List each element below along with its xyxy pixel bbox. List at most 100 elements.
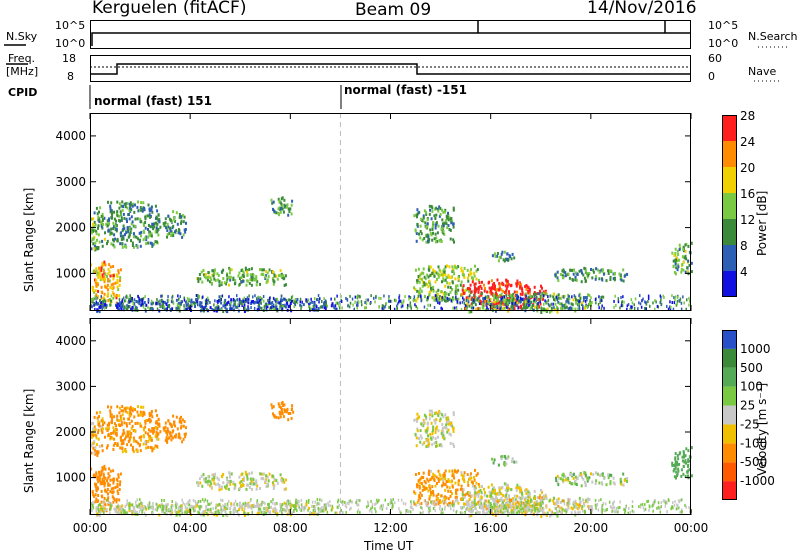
scatter-cell [103,421,106,425]
scatter-cell [418,280,421,284]
scatter-cell [544,291,547,295]
scatter-cell [554,298,557,302]
scatter-cell [109,437,112,441]
scatter-cell [475,511,477,515]
scatter-cell [676,461,679,465]
noise-cell [597,303,600,306]
scatter-cell [157,432,160,436]
scatter-cell [495,288,498,292]
scatter-cell [115,507,117,511]
noise-cell [435,297,438,301]
scatter-cell [675,470,678,474]
scatter-cell [259,282,261,286]
scatter-cell [685,447,688,451]
scatter-cell [433,500,436,504]
scatter-cell [136,244,139,248]
noise-cell [527,305,529,309]
noise-cell [563,294,566,298]
scatter-cell [311,308,314,312]
scatter-cell [502,303,505,307]
scatter-cell [455,470,458,474]
noise-cell [410,306,412,310]
scatter-cell [97,499,100,503]
scatter-cell [575,298,577,302]
scatter-cell [167,305,169,309]
noise-cell [236,298,239,302]
scatter-cell [158,218,161,222]
scatter-cell [479,504,482,508]
scatter-cell [130,412,133,416]
scatter-cell [115,273,118,277]
noise-cell [227,301,229,304]
scatter-cell [416,208,419,212]
scatter-cell [446,430,449,434]
scatter-cell [250,487,253,491]
scatter-cell [501,307,504,311]
scatter-cell [173,420,175,424]
scatter-cell [677,469,680,473]
scatter-cell [480,287,483,290]
scatter-cell [99,508,102,512]
noise-cell [267,510,270,514]
scatter-cell [221,270,224,274]
scatter-cell [441,218,444,222]
noise-cell [438,301,441,305]
scatter-cell [121,504,124,508]
noise-cell [400,301,403,305]
noise-cell [623,508,625,511]
scatter-cell [103,292,106,296]
scatter-cell [452,206,455,210]
scatter-cell [179,419,182,423]
scatter-cell [508,511,511,515]
noise-cell [370,294,372,298]
scatter-cell [557,300,560,304]
noise-cell [556,499,559,503]
scatter-cell [113,437,116,441]
scatter-cell [528,291,531,295]
scatter-cell [558,302,561,306]
scatter-cell [442,274,445,277]
scatter-cell [123,227,126,231]
scatter-cell [549,294,552,298]
noise-cell [626,304,629,308]
scatter-cell [443,267,446,271]
scatter-cell [246,474,249,478]
scatter-cell [564,274,567,278]
noise-cell [444,507,446,511]
scatter-cell [416,429,419,433]
scatter-cell [533,496,536,500]
scatter-cell [546,307,549,311]
scatter-cell [140,438,142,442]
scatter-cell [230,472,233,476]
noise-cell [565,306,567,310]
scatter-cell [426,426,429,430]
scatter-cell [541,292,544,296]
noise-cell [475,296,477,300]
noise-cell [253,306,256,310]
scatter-cell [250,300,253,304]
scatter-cell [444,413,447,417]
scatter-cell [506,252,509,256]
scatter-cell [590,268,592,271]
scatter-cell [441,208,444,212]
noise-cell [543,294,545,298]
noise-cell [116,305,119,309]
scatter-cell [112,296,115,300]
scatter-cell [584,267,587,271]
noise-cell [423,305,426,309]
scatter-cell [128,413,131,417]
scatter-cell [150,436,153,440]
scatter-cell [435,475,438,479]
scatter-cell [122,428,125,432]
scatter-cell [556,514,559,518]
scatter-cell [282,274,285,278]
scatter-cell [100,269,103,273]
scatter-cell [206,480,209,483]
scatter-cell [540,508,542,512]
scatter-cell [422,214,425,218]
scatter-cell [674,452,677,455]
noise-cell [373,296,375,300]
noise-cell [629,511,631,514]
noise-cell [367,298,369,302]
scatter-cell [92,474,95,478]
